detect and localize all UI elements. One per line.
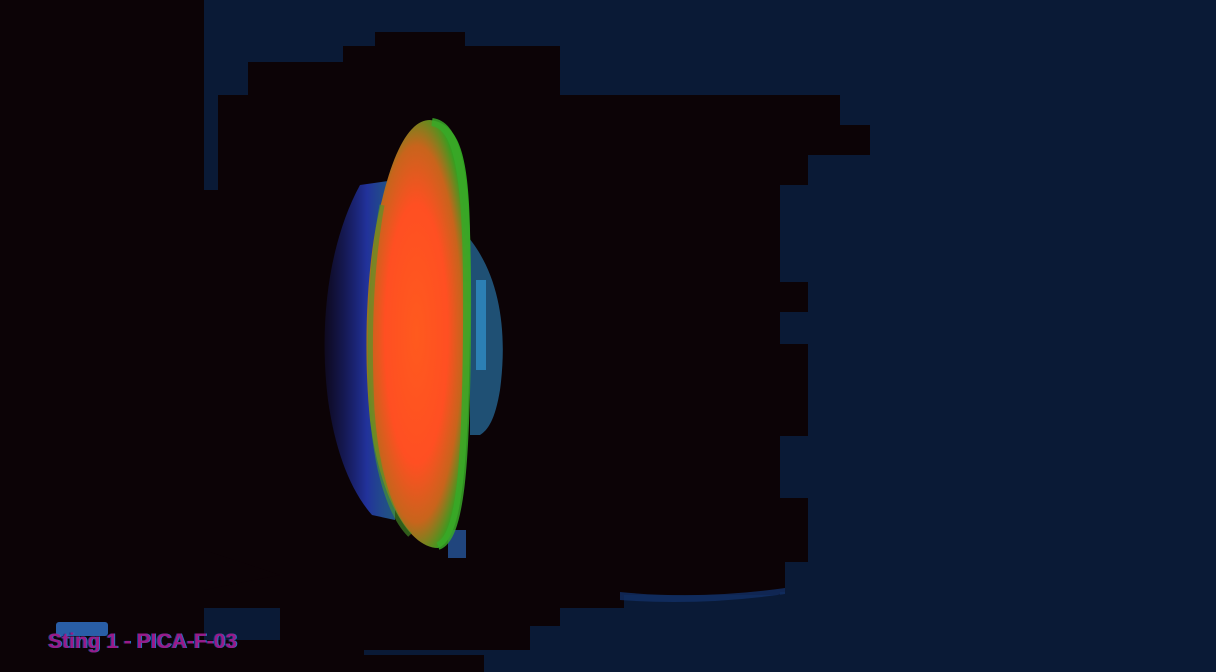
caption-backdrop — [56, 622, 108, 636]
shadow-arc — [620, 588, 785, 602]
sample-rim — [431, 118, 472, 550]
dark-silhouette — [0, 0, 870, 672]
glowing-sample — [366, 120, 471, 548]
sample-left-rim — [367, 204, 412, 537]
video-caption: Sting 1 - PICA-F-03 — [48, 630, 238, 653]
